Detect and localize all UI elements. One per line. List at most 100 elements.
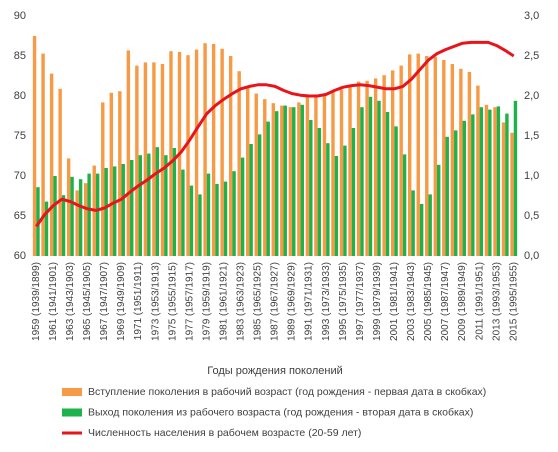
bar (513, 100, 518, 256)
bar (322, 95, 327, 256)
x-tick-label: 1981 (1961/1921) (218, 262, 229, 341)
bar (126, 50, 131, 257)
bar (283, 105, 287, 256)
y-tick-label: 90 (14, 10, 26, 22)
bar (454, 130, 458, 256)
bar (385, 112, 390, 256)
bar (249, 144, 253, 256)
bar (169, 51, 173, 257)
bar (87, 173, 91, 256)
bar (433, 56, 437, 256)
bar (189, 185, 194, 256)
x-tick-label: 2005 (1985/1945) (423, 262, 434, 341)
bar (479, 107, 484, 256)
y2-tick-label: 2,0 (524, 90, 539, 102)
bar (334, 156, 339, 256)
bar (305, 96, 310, 256)
bar (445, 136, 449, 256)
x-tick-label: 1973 (1953/1913) (150, 262, 161, 341)
y-tick-label: 65 (14, 210, 26, 222)
y2-tick-label: 3,0 (524, 10, 539, 22)
x-tick-label: 1963 (1943/1903) (65, 262, 76, 341)
x-tick-label: 1983 (1963/1923) (236, 262, 247, 341)
bar (377, 100, 381, 256)
bar (356, 81, 361, 256)
bar (476, 85, 480, 256)
bar (263, 99, 267, 256)
bar (237, 71, 241, 256)
bar (78, 179, 83, 256)
x-tick-label: 2001 (1981/1941) (389, 262, 400, 341)
bar (240, 157, 245, 256)
x-tick-label: 1989 (1969/1929) (287, 262, 298, 341)
y-tick-label: 85 (14, 50, 26, 62)
bar (147, 153, 151, 256)
bar (266, 121, 270, 256)
y-tick-label: 75 (14, 130, 26, 142)
bar (95, 173, 100, 256)
bar (390, 70, 395, 257)
bar (317, 128, 322, 256)
bar (314, 94, 318, 257)
bar (442, 60, 446, 256)
bar (113, 166, 117, 256)
x-tick-label: 1991 (1971/1931) (304, 262, 315, 341)
bar (138, 155, 142, 256)
bar (484, 104, 489, 256)
bar (382, 75, 386, 256)
x-tick-label: 2003 (1983/1943) (406, 262, 417, 341)
x-tick-label: 2015 (1995/1955) (508, 262, 519, 341)
bar (186, 55, 190, 257)
y2-tick-label: 0,5 (524, 210, 539, 222)
x-tick-label: 2011 (1991/1951) (474, 262, 485, 340)
x-tick-label: 1997 (1977/1937) (355, 262, 366, 341)
bar (348, 85, 352, 256)
y2-tick-label: 1,5 (524, 130, 539, 142)
x-tick-label: 1977 (1957/1917) (184, 262, 195, 341)
bar (203, 43, 207, 257)
bar (331, 92, 335, 256)
x-tick-label: 1993 (1973/1933) (321, 262, 332, 341)
bar (343, 145, 347, 256)
bar (459, 68, 463, 256)
bar (351, 128, 356, 256)
legend-marker (62, 408, 82, 417)
bar (194, 49, 199, 256)
bar (428, 194, 432, 256)
bar (501, 122, 506, 257)
bar (228, 56, 233, 256)
bar (488, 109, 492, 256)
bar (368, 96, 373, 256)
x-tick-label: 2009 (1989/1949) (457, 262, 468, 341)
bar (121, 164, 125, 256)
bar (49, 73, 54, 256)
bar (505, 113, 509, 256)
bar (118, 91, 122, 256)
bar (152, 62, 156, 257)
bar (271, 103, 275, 256)
bar (288, 107, 293, 256)
bar (254, 93, 258, 256)
x-tick-label: 1969 (1949/1909) (116, 262, 127, 341)
bar (326, 143, 330, 256)
legend-label: Выход поколения из рабочего возраста (го… (88, 406, 473, 418)
legend-marker (62, 388, 82, 396)
y-tick-label: 60 (14, 250, 26, 262)
bar (496, 106, 501, 257)
bar (425, 56, 429, 256)
bar (70, 176, 74, 256)
bar (84, 183, 88, 256)
bar (206, 173, 211, 256)
bar (75, 190, 79, 256)
x-tick-label: 1987 (1967/1927) (270, 262, 281, 341)
bar (58, 88, 62, 256)
bar (339, 89, 344, 256)
bar (61, 195, 66, 256)
bar (365, 80, 369, 256)
bar (172, 148, 177, 256)
bar (467, 72, 472, 256)
bar (402, 154, 407, 256)
bar (232, 171, 236, 256)
bar (257, 134, 262, 256)
bar (510, 132, 514, 256)
